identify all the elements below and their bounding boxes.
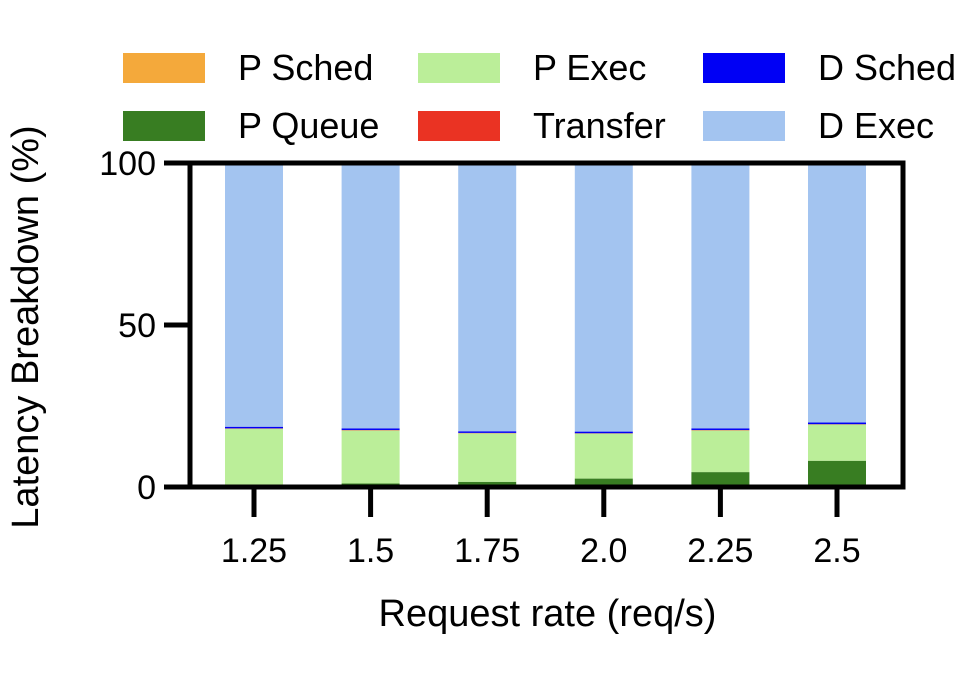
legend-swatch-d-sched — [703, 53, 785, 83]
legend-label-transfer: Transfer — [533, 105, 666, 146]
bar-segment-p-exec-2-25 — [691, 430, 750, 473]
x-tick-label: 2.25 — [687, 532, 753, 570]
legend: P Sched P Queue P Exec Transfer D Sched D Exe… — [123, 47, 956, 146]
bar-segment-p-exec-1-75 — [458, 433, 517, 482]
bar-segment-d-exec-1-25 — [225, 163, 283, 427]
bar-segment-d-sched-1-5 — [341, 428, 400, 430]
y-axis-label: Latency Breakdown (%) — [5, 125, 47, 528]
legend-label-p-queue: P Queue — [238, 105, 379, 146]
bar-segment-d-sched-2-0 — [574, 431, 633, 434]
x-axis-label: Request rate (req/s) — [379, 593, 717, 635]
legend-label-p-exec: P Exec — [533, 47, 646, 88]
legend-label-d-exec: D Exec — [818, 105, 934, 146]
x-tick-label: 1.25 — [221, 532, 287, 570]
x-tick-label: 1.5 — [347, 532, 394, 570]
bar-segment-d-exec-2-5 — [808, 163, 866, 423]
plot-frame — [187, 160, 906, 490]
legend-label-d-sched: D Sched — [818, 47, 956, 88]
y-tick-label: 0 — [137, 469, 156, 507]
y-tick-label: 50 — [118, 307, 156, 345]
bar-segment-d-exec-1-75 — [458, 163, 517, 432]
x-tick-label: 2.5 — [813, 532, 860, 570]
bar-segment-p-exec-2-5 — [808, 424, 866, 461]
legend-swatch-p-exec — [418, 53, 500, 83]
bar-segment-d-sched-2-5 — [808, 422, 866, 425]
bar-segment-p-queue-2-25 — [691, 472, 750, 487]
legend-swatch-p-queue — [123, 111, 205, 141]
bar-segment-d-exec-2-0 — [574, 163, 633, 432]
bar-segment-p-exec-2-0 — [574, 433, 633, 479]
bar-segment-d-sched-1-75 — [458, 431, 517, 433]
legend-label-p-sched: P Sched — [238, 47, 373, 88]
x-tick-label: 1.75 — [454, 532, 520, 570]
legend-swatch-transfer — [418, 111, 500, 141]
y-axis: 0 50 100 — [99, 145, 190, 507]
bar-segment-d-sched-1-25 — [225, 426, 283, 429]
x-tick-label: 2.0 — [580, 532, 627, 570]
bar-segment-d-exec-2-25 — [691, 163, 750, 429]
bar-segment-p-exec-1-25 — [225, 428, 283, 486]
bar-segment-d-exec-1-5 — [341, 163, 400, 429]
bars — [225, 163, 866, 487]
bar-segment-d-sched-2-25 — [691, 428, 750, 430]
bar-segment-p-queue-1-75 — [458, 481, 517, 487]
legend-swatch-p-sched — [123, 53, 205, 83]
bar-segment-p-queue-2-5 — [808, 460, 866, 487]
bar-segment-p-exec-1-5 — [341, 430, 400, 484]
x-axis: 1.25 1.5 1.75 2.0 2.25 2.5 — [221, 487, 861, 570]
bar-segment-p-queue-2-0 — [574, 478, 633, 487]
y-tick-label: 100 — [99, 145, 156, 183]
legend-swatch-d-exec — [703, 111, 785, 141]
